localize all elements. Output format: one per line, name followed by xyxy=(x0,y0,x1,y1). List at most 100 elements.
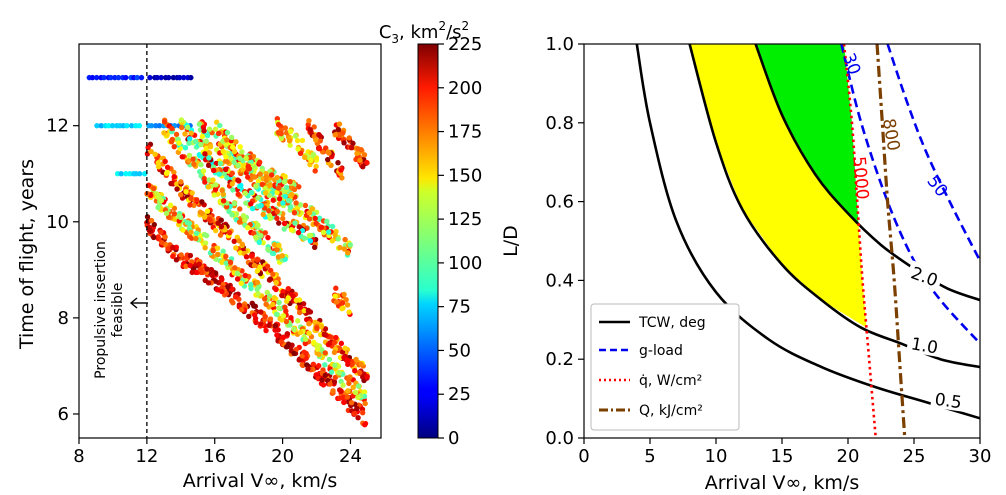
scatter-point xyxy=(202,245,208,251)
scatter-point xyxy=(229,181,235,187)
scatter-point xyxy=(303,355,309,361)
x-tick-label: 16 xyxy=(203,446,226,467)
scatter-point xyxy=(312,215,318,222)
scatter-point xyxy=(280,334,287,340)
scatter-point xyxy=(364,373,370,380)
scatter-point xyxy=(217,232,224,238)
scatter-point xyxy=(210,177,216,183)
scatter-point xyxy=(307,127,313,133)
scatter-point xyxy=(226,229,233,236)
scatter-point xyxy=(233,245,239,251)
scatter-point xyxy=(235,162,241,169)
scatter-point xyxy=(274,332,280,338)
scatter-point xyxy=(255,195,261,201)
scatter-point xyxy=(188,195,194,202)
scatter-point xyxy=(187,262,193,269)
scatter-point xyxy=(189,269,195,276)
scatter-point xyxy=(287,197,293,204)
scatter-point xyxy=(255,222,261,228)
scatter-point xyxy=(198,161,204,168)
scatter-point xyxy=(219,187,225,194)
scatter-point xyxy=(204,132,211,139)
scatter-point xyxy=(186,136,193,142)
scatter-point xyxy=(316,215,323,221)
scatter-point xyxy=(248,281,254,288)
colorbar-label: C3, km2/s2 xyxy=(379,19,469,46)
line-solid-2.0 xyxy=(754,44,980,302)
contour-label: 800 xyxy=(878,117,903,152)
scatter-point xyxy=(340,382,346,388)
scatter-point xyxy=(165,246,171,252)
scatter-point xyxy=(270,271,276,277)
scatter-point xyxy=(204,208,211,214)
scatter-point xyxy=(272,322,279,329)
scatter-point xyxy=(214,251,221,258)
scatter-point xyxy=(236,219,243,225)
scatter-point xyxy=(316,131,322,138)
scatter-point xyxy=(301,235,308,241)
scatter-point xyxy=(241,162,247,168)
scatter-point xyxy=(306,209,313,216)
scatter-point xyxy=(161,130,167,136)
scatter-point xyxy=(345,388,351,394)
scatter-point xyxy=(178,124,185,131)
scatter-point xyxy=(321,331,328,338)
scatter-point xyxy=(265,234,271,241)
scatter-point xyxy=(187,252,194,259)
scatter-point xyxy=(313,137,319,143)
scatter-point xyxy=(314,346,321,352)
scatter-point xyxy=(295,229,302,236)
scatter-point xyxy=(164,164,171,171)
scatter-point xyxy=(291,326,297,332)
scatter-point xyxy=(301,154,308,161)
scatter-point xyxy=(252,174,258,180)
scatter-point xyxy=(220,198,227,204)
y-tick-label: 12 xyxy=(46,116,69,137)
scatter-point xyxy=(331,349,338,356)
scatter-point xyxy=(180,74,187,81)
scatter-point xyxy=(324,218,330,225)
scatter-point xyxy=(197,233,204,239)
line-dotted-5000 xyxy=(842,44,878,438)
scatter-point xyxy=(207,144,214,150)
scatter-point xyxy=(179,154,185,160)
scatter-point xyxy=(155,164,162,170)
scatter-point xyxy=(350,140,356,147)
colorbar: 0 25 50 75 100 125 150 175 200 225 C3, km2/s2 xyxy=(379,19,483,449)
scatter-point xyxy=(283,308,289,314)
scatter-point xyxy=(359,409,366,416)
scatter-point xyxy=(276,305,282,311)
scatter-point xyxy=(360,374,366,380)
scatter-point xyxy=(354,150,360,157)
scatter-point xyxy=(158,74,164,81)
scatter-point xyxy=(101,74,107,81)
scatter-point xyxy=(231,200,238,207)
scatter-point xyxy=(279,292,285,299)
scatter-point xyxy=(215,130,222,137)
scatter-point xyxy=(147,74,153,81)
scatter-point xyxy=(242,217,248,223)
scatter-point xyxy=(362,421,368,428)
scatter-point xyxy=(341,291,347,298)
constraint-lines xyxy=(635,44,980,438)
scatter-point xyxy=(223,154,229,160)
scatter-point xyxy=(246,313,252,320)
scatter-point xyxy=(294,137,301,144)
colorbar-tick-label: 75 xyxy=(448,297,471,318)
scatter-point xyxy=(196,261,202,267)
scatter-point xyxy=(257,171,263,177)
scatter-point xyxy=(98,122,104,129)
scatter-point xyxy=(237,155,243,162)
scatter-point xyxy=(243,155,249,161)
scatter-point xyxy=(155,160,161,166)
scatter-point xyxy=(188,130,194,136)
scatter-point xyxy=(213,182,219,188)
colorbar-tick-label: 0 xyxy=(448,428,459,449)
scatter-point xyxy=(196,152,202,158)
scatter-point xyxy=(355,383,362,389)
scatter-point xyxy=(108,74,114,81)
scatter-point xyxy=(274,174,280,181)
scatter-point xyxy=(264,263,271,269)
scatter-point xyxy=(203,145,210,151)
scatter-point xyxy=(296,357,302,363)
